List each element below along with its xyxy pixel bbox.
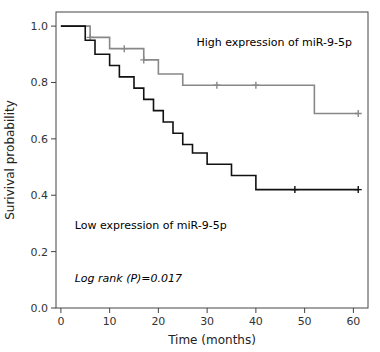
y-tick-label: 0.4 [31, 189, 49, 202]
censor-mark [355, 186, 362, 193]
y-tick [51, 308, 56, 309]
x-tick-label: 40 [249, 315, 263, 328]
censor-mark [121, 45, 128, 52]
censor-mark [213, 82, 220, 89]
x-tick-label: 50 [298, 315, 312, 328]
group-label: Low expression of miR-9-5p [75, 219, 227, 232]
y-tick-label: 0.8 [31, 76, 49, 89]
group-label: High expression of miR-9-5p [196, 36, 352, 49]
axes: 0 10 20 30 40 50 60 0.0 0.2 0.4 0.6 0.8 1.0 [31, 20, 361, 328]
x-tick [304, 308, 305, 313]
y-tick-label: 0.6 [31, 133, 49, 146]
x-tick [60, 308, 61, 313]
data [61, 26, 362, 193]
x-tick [207, 308, 208, 313]
x-tick-label: 0 [57, 315, 64, 328]
survival-curve [61, 26, 358, 190]
y-tick [51, 195, 56, 196]
chart: 0 10 20 30 40 50 60 0.0 0.2 0.4 0.6 0.8 1.0 Time (mon… [0, 0, 380, 352]
y-tick-label: 1.0 [31, 20, 49, 33]
y-tick [51, 138, 56, 139]
y-axis-label: Surivival probability [3, 100, 17, 220]
y-tick-label: 0.2 [31, 246, 49, 259]
x-axis-label: Time (months) [167, 333, 256, 347]
log-rank-annotation: Log rank (P)=0.017 [75, 272, 182, 285]
y-tick [51, 26, 56, 27]
y-tick [51, 251, 56, 252]
x-tick [255, 308, 256, 313]
x-tick-label: 20 [151, 315, 165, 328]
x-tick-label: 10 [103, 315, 117, 328]
x-tick-label: 30 [200, 315, 214, 328]
y-tick [51, 82, 56, 83]
survival-curve [61, 26, 358, 113]
censor-mark [355, 110, 362, 117]
censor-mark [252, 82, 259, 89]
y-tick-label: 0.0 [31, 302, 49, 315]
censor-mark [140, 56, 147, 63]
x-tick [158, 308, 159, 313]
x-tick-label: 60 [346, 315, 360, 328]
x-tick [109, 308, 110, 313]
censor-mark [291, 186, 298, 193]
plot-frame [56, 12, 368, 308]
x-tick [353, 308, 354, 313]
